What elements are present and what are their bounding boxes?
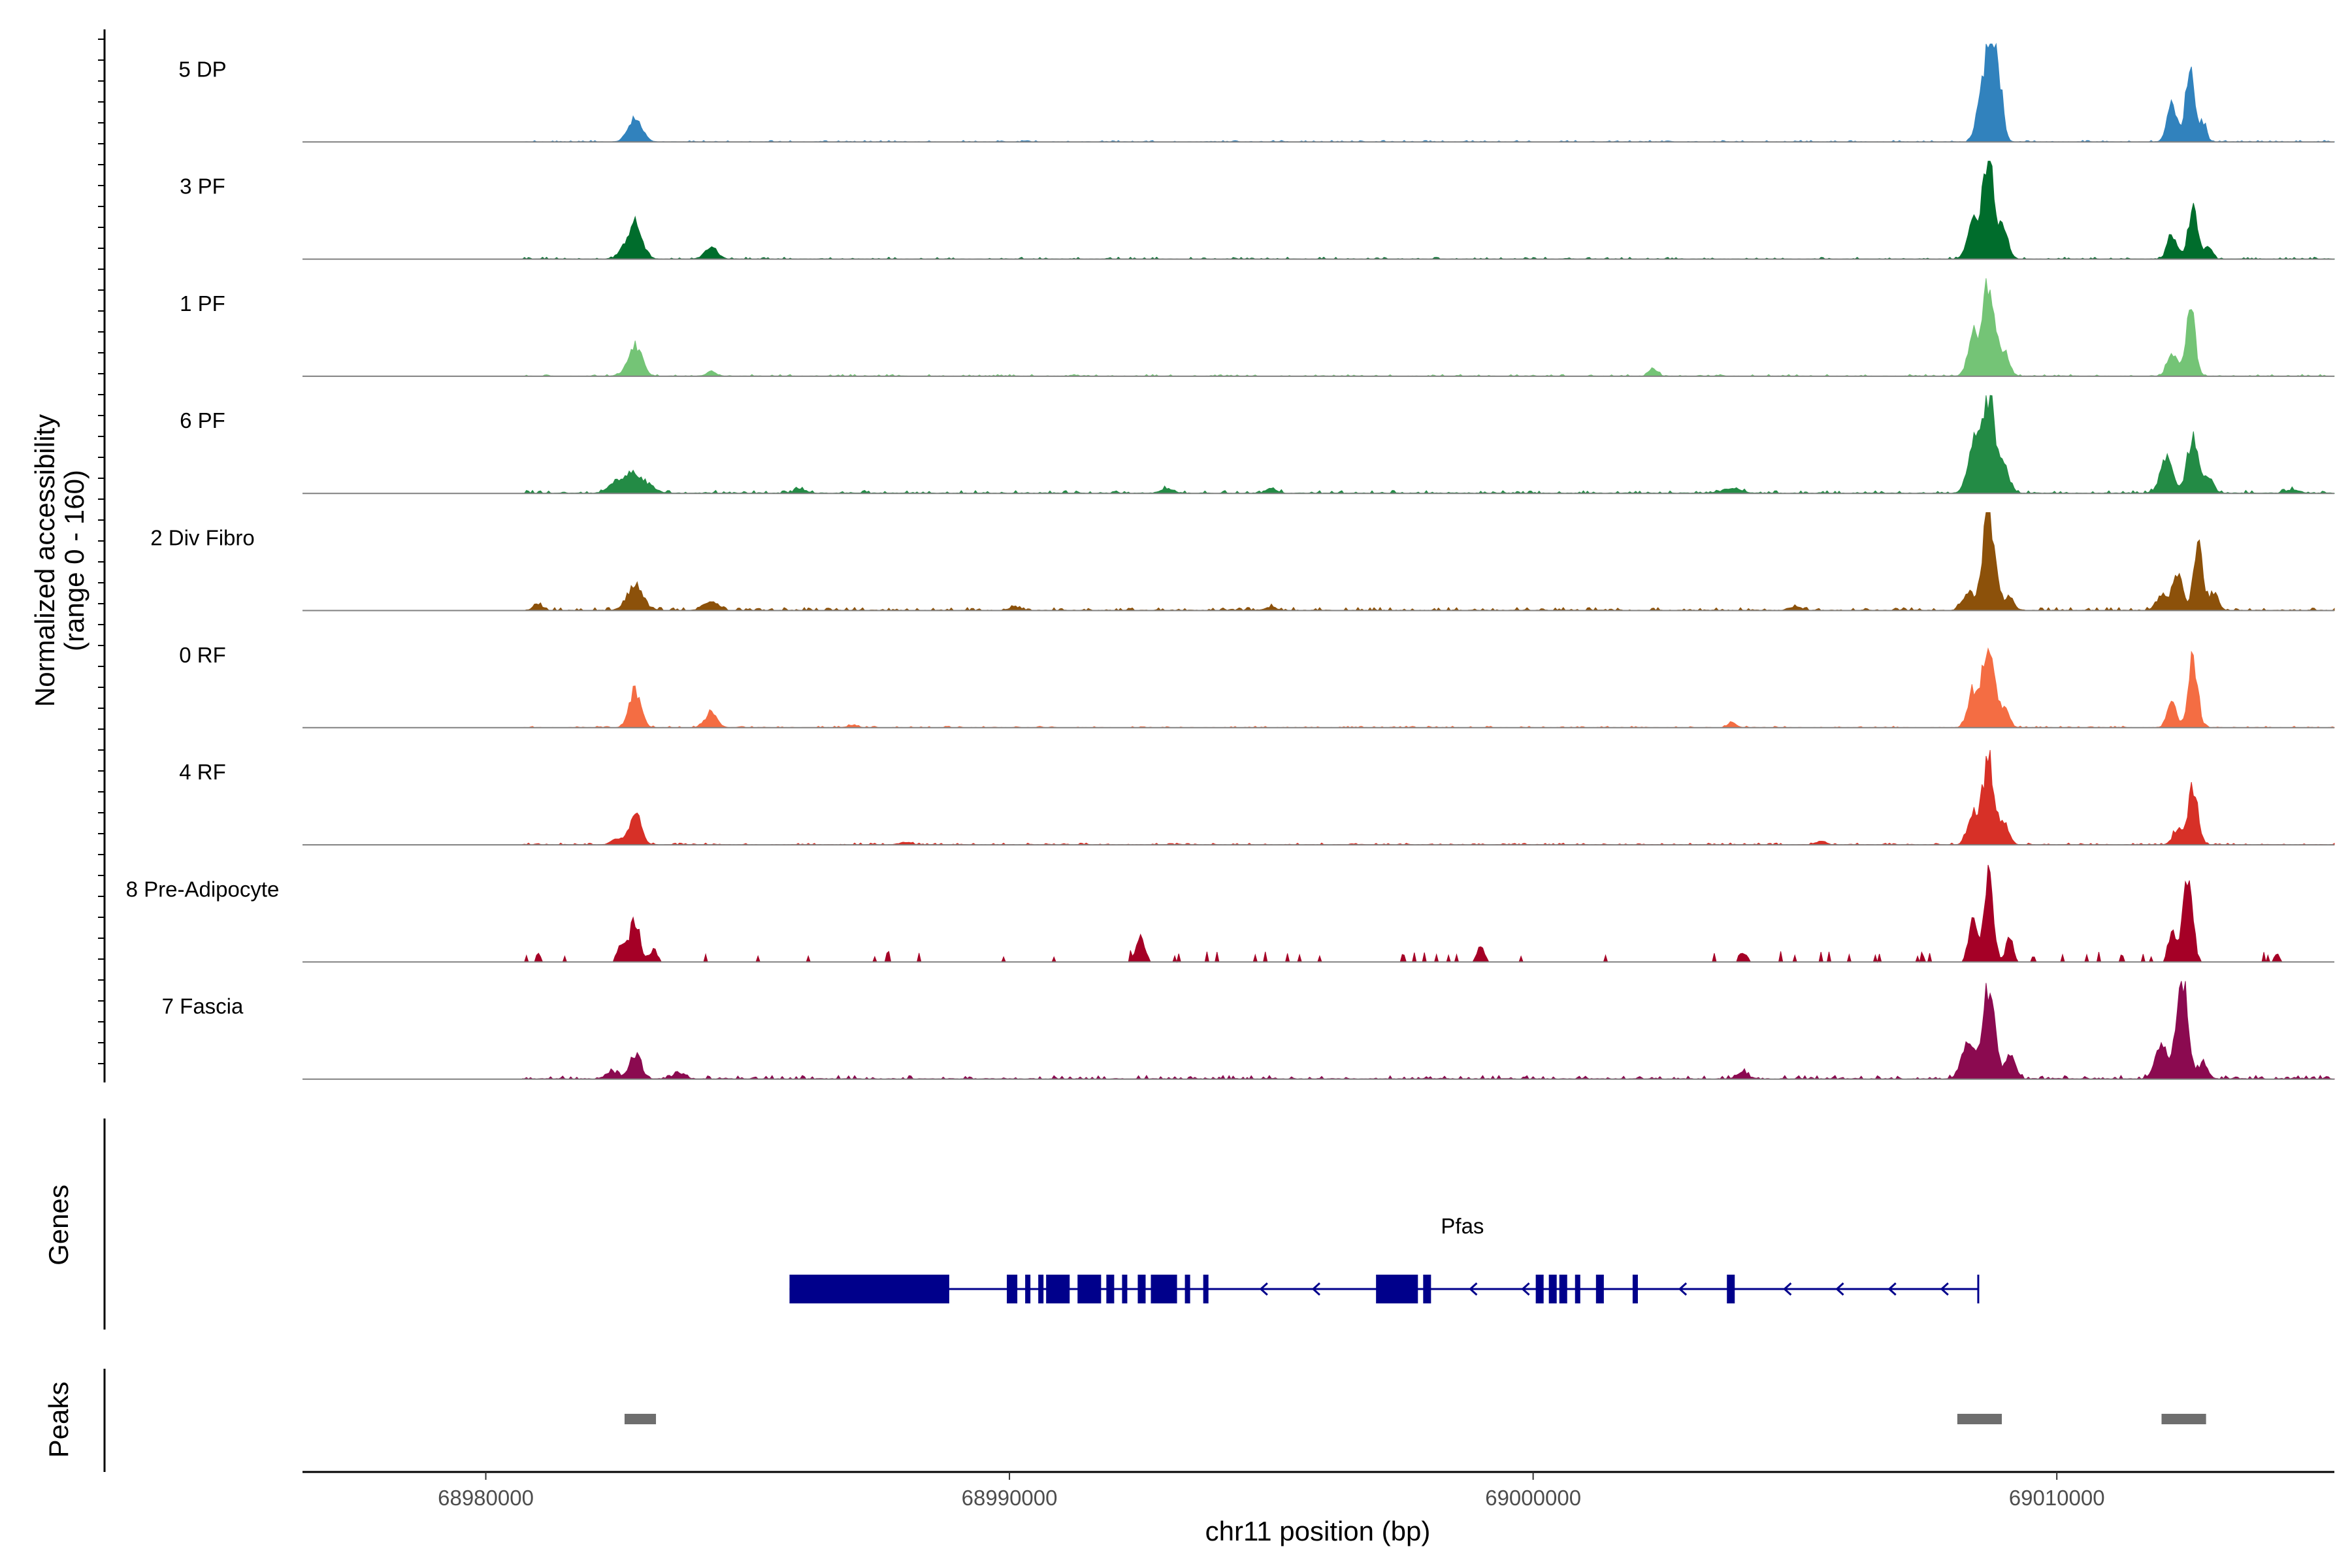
peak-region — [2161, 1414, 2206, 1424]
x-tick-label: 69000000 — [1485, 1486, 1581, 1510]
gene-exon — [1632, 1275, 1638, 1303]
gene-exon — [1535, 1275, 1544, 1303]
genomic-x-axis: 68980000 68990000 69000000 69010000 — [302, 1471, 2334, 1510]
track-signal — [522, 278, 2335, 377]
y-axis-subtitle: (range 0 - 160) — [59, 470, 90, 651]
strand-arrow — [1940, 1282, 1949, 1296]
track-label: 7 Fascia — [162, 994, 244, 1019]
coverage-tracks: 5 DP 3 PF 1 PF 6 PF 2 Div Fibro 0 RF 4 RF 8 Pre… — [126, 42, 2335, 1080]
gene-exon — [1106, 1275, 1115, 1303]
gene-exon — [789, 1275, 949, 1303]
track-4-rf: 4 RF — [179, 749, 2335, 846]
track-label: 0 RF — [179, 643, 226, 667]
track-5-dp: 5 DP — [178, 42, 2335, 143]
strand-arrow — [1887, 1282, 1897, 1296]
gene-exon — [1595, 1275, 1604, 1303]
track-0-rf: 0 RF — [179, 643, 2335, 728]
x-tick-label: 69010000 — [2009, 1486, 2105, 1510]
gene-exon — [1548, 1275, 1557, 1303]
gene-exon — [1007, 1275, 1018, 1303]
strand-arrow — [1783, 1282, 1792, 1296]
track-8-pre-adipocyte: 8 Pre-Adipocyte — [126, 864, 2334, 964]
strand-arrow — [1835, 1282, 1844, 1296]
genes-track-title: Genes — [43, 1184, 74, 1266]
gene-exon — [1727, 1275, 1735, 1303]
gene-exon — [1046, 1275, 1070, 1303]
track-7-fascia: 7 Fascia — [162, 981, 2335, 1080]
accessibility-y-axis — [98, 29, 106, 1083]
y-axis-title: Normalized accessibility — [29, 414, 60, 707]
track-signal — [522, 647, 2335, 728]
peak-region — [624, 1414, 657, 1424]
peaks-track-title: Peaks — [43, 1382, 74, 1458]
track-6-pf: 6 PF — [180, 395, 2335, 495]
strand-arrow — [1469, 1282, 1478, 1296]
track-1-pf: 1 PF — [180, 278, 2335, 377]
track-signal — [522, 395, 2335, 494]
track-label: 8 Pre-Adipocyte — [126, 877, 280, 901]
gene-exon — [1151, 1275, 1177, 1303]
gene-pfas: Pfas — [789, 1214, 1980, 1303]
gene-exon — [1122, 1275, 1128, 1303]
gene-exon — [1423, 1275, 1431, 1303]
gene-exon — [1575, 1275, 1580, 1303]
track-signal — [522, 512, 2335, 612]
gene-exon — [1038, 1275, 1044, 1303]
peak-regions — [624, 1414, 2206, 1424]
strand-arrow — [1678, 1282, 1688, 1296]
x-tick-label: 68980000 — [438, 1486, 534, 1510]
x-axis-title: chr11 position (bp) — [1205, 1516, 1431, 1546]
track-signal — [522, 749, 2335, 845]
gene-exon — [1559, 1275, 1567, 1303]
track-signal — [522, 42, 2335, 142]
gene-exon — [1376, 1275, 1418, 1303]
track-label: 1 PF — [180, 291, 225, 316]
track-label: 2 Div Fibro — [150, 526, 255, 550]
gene-exon — [1203, 1275, 1209, 1303]
track-signal — [522, 981, 2335, 1080]
strand-arrow — [1521, 1282, 1530, 1296]
gene-exon — [1137, 1275, 1146, 1303]
track-label: 3 PF — [180, 174, 225, 199]
track-signal — [522, 161, 2335, 260]
gene-exon — [1077, 1275, 1102, 1303]
x-tick-label: 68990000 — [962, 1486, 1058, 1510]
track-3-pf: 3 PF — [180, 161, 2335, 260]
gene-annotation: Pfas — [789, 1214, 1980, 1303]
track-label: 5 DP — [178, 57, 226, 81]
strand-arrow — [1259, 1282, 1268, 1296]
gene-name-label: Pfas — [1441, 1214, 1484, 1238]
peak-region — [1957, 1414, 2002, 1424]
strand-arrow — [1311, 1282, 1320, 1296]
gene-exon — [1184, 1275, 1190, 1303]
track-label: 6 PF — [180, 408, 225, 433]
gene-exon — [1025, 1275, 1031, 1303]
track-signal — [522, 864, 2334, 964]
track-label: 4 RF — [179, 760, 226, 784]
track-2-div-fibro: 2 Div Fibro — [150, 512, 2335, 612]
